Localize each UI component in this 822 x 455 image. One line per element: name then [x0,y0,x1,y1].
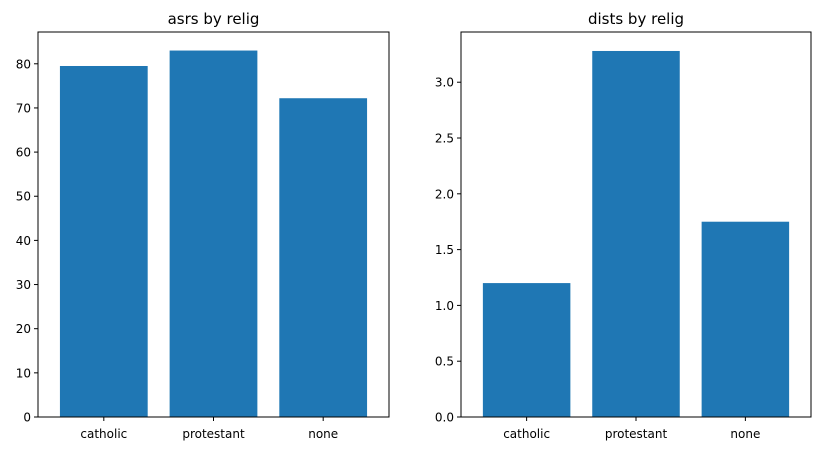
chart-title: dists by relig [588,10,684,28]
x-tick-label: protestant [605,427,668,441]
y-tick-label: 10 [16,366,31,380]
x-tick-label: catholic [503,427,550,441]
y-tick-label: 0.0 [435,411,454,425]
y-tick-label: 50 [16,190,31,204]
bars [482,50,790,418]
y-tick-label: 70 [16,101,31,115]
y-tick-label: 60 [16,146,31,160]
y-tick-label: 1.0 [435,299,454,313]
plot-frame [460,31,812,418]
x-tick-label: protestant [182,427,245,441]
plot-frame [37,31,390,418]
bar-protestant [592,50,680,418]
x-axis-ticks: catholic protestant none [503,417,760,441]
y-tick-label: 20 [16,322,31,336]
x-tick-label: none [308,427,338,441]
chart-asrs-by-relig: asrs by relig 0 10 20 30 40 50 60 70 80 catholic… [16,10,390,441]
y-tick-label: 3.0 [435,76,454,90]
y-axis-ticks: 0.0 0.5 1.0 1.5 2.0 2.5 3.0 [435,76,461,425]
y-tick-label: 2.5 [435,132,454,146]
bar-catholic [59,65,148,418]
y-tick-label: 80 [16,57,31,71]
y-tick-label: 40 [16,234,31,248]
chart-title: asrs by relig [168,10,260,28]
bar-none [279,98,368,418]
y-tick-label: 0.5 [435,355,454,369]
chart-dists-by-relig: dists by relig 0.0 0.5 1.0 1.5 2.0 2.5 3.0 cat… [435,10,812,441]
x-tick-label: catholic [80,427,127,441]
y-tick-label: 2.0 [435,187,454,201]
bar-none [701,221,790,417]
bar-catholic [482,283,571,417]
x-tick-label: none [730,427,760,441]
bars [59,50,368,418]
y-tick-label: 0 [23,411,31,425]
x-axis-ticks: catholic protestant none [80,417,338,441]
y-tick-label: 30 [16,278,31,292]
y-axis-ticks: 0 10 20 30 40 50 60 70 80 [16,57,38,425]
bar-protestant [169,50,258,417]
y-tick-label: 1.5 [435,243,454,257]
